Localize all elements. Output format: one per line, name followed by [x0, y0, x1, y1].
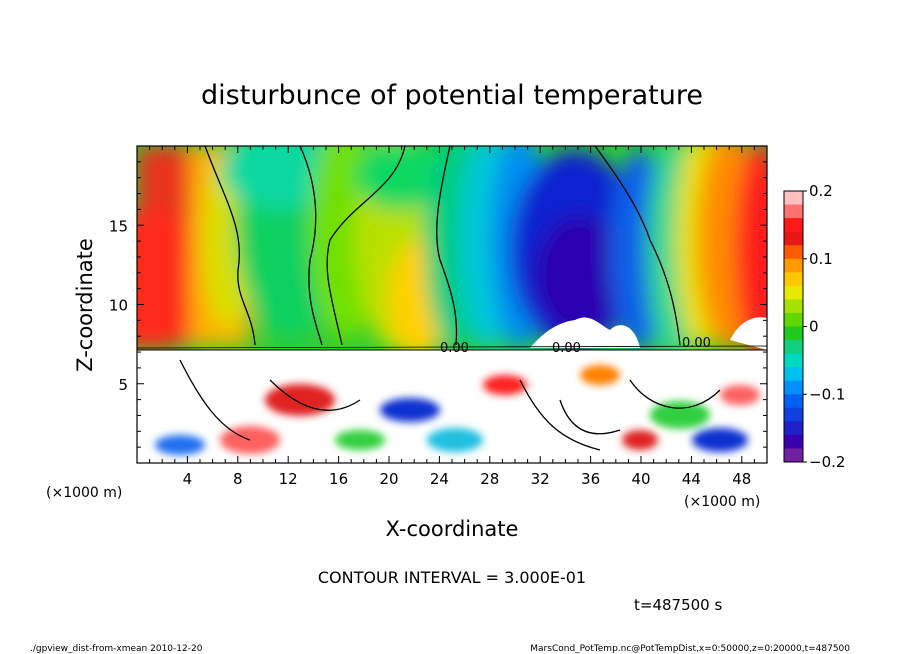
colorbar-segment: [784, 380, 803, 395]
colorbar-segment: [784, 231, 803, 246]
colorbar-tick-label: −0.1: [809, 385, 845, 403]
y-tick-label: 5: [118, 376, 128, 394]
colorbar-segment: [784, 434, 803, 449]
colorbar-segment: [784, 448, 803, 463]
y-unit-label: (×1000 m): [46, 485, 122, 501]
x-tick-label: 28: [480, 470, 499, 488]
colorbar-segment: [784, 407, 803, 422]
heatmap-field: [137, 146, 767, 463]
colorbar-tick-label: −0.2: [809, 453, 845, 471]
contour-label: 0.00: [440, 341, 469, 356]
colorbar-segment: [784, 191, 803, 206]
contour-label: 0.00: [682, 336, 711, 351]
x-axis-label: X-coordinate: [386, 517, 519, 541]
colorbar-segment: [784, 245, 803, 260]
chart-title: disturbunce of potential temperature: [201, 80, 703, 111]
colorbar-segment: [784, 326, 803, 341]
x-tick-label: 20: [379, 470, 398, 488]
colorbar-segment: [784, 258, 803, 273]
x-tick-label: 36: [581, 470, 600, 488]
colorbar-segment: [784, 218, 803, 233]
x-tick-label: 32: [531, 470, 550, 488]
colorbar-segment: [784, 367, 803, 382]
colorbar-segment: [784, 394, 803, 409]
colorbar-segment: [784, 285, 803, 300]
colorbar-segment: [784, 340, 803, 355]
colorbar-segment: [784, 204, 803, 219]
colorbar-segment: [784, 272, 803, 287]
y-tick-label: 10: [109, 297, 128, 315]
colorbar-tick-label: 0: [809, 318, 819, 336]
x-unit-label: (×1000 m): [684, 494, 760, 510]
time-label: t=487500 s: [634, 596, 722, 614]
colorbar: 0.2 0.1 0 −0.1 −0.2: [783, 182, 845, 471]
colorbar-segment: [784, 299, 803, 314]
x-tick-label: 16: [329, 470, 348, 488]
colorbar-tick-label: 0.2: [809, 182, 833, 200]
x-tick-label: 8: [233, 470, 243, 488]
colorbar-tick-label: 0.1: [809, 250, 833, 268]
footer-left: ./gpview_dist-from-xmean 2010-12-20: [30, 644, 203, 654]
colorbar-segment: [784, 312, 803, 327]
x-tick-label: 44: [682, 470, 701, 488]
colorbar-segment: [784, 353, 803, 368]
x-tick-label: 12: [279, 470, 298, 488]
contour-label: 0.00: [552, 341, 581, 356]
x-tick-label: 4: [183, 470, 193, 488]
x-tick-label: 24: [430, 470, 449, 488]
contour-interval-text: CONTOUR INTERVAL = 3.000E-01: [318, 568, 586, 587]
y-axis-label: Z-coordinate: [73, 238, 97, 372]
colorbar-segment: [784, 421, 803, 436]
footer-right: MarsCond_PotTemp.nc@PotTempDist,x=0:5000…: [530, 644, 850, 654]
x-tick-label: 48: [732, 470, 751, 488]
x-tick-label: 40: [631, 470, 650, 488]
y-tick-label: 15: [109, 217, 128, 235]
